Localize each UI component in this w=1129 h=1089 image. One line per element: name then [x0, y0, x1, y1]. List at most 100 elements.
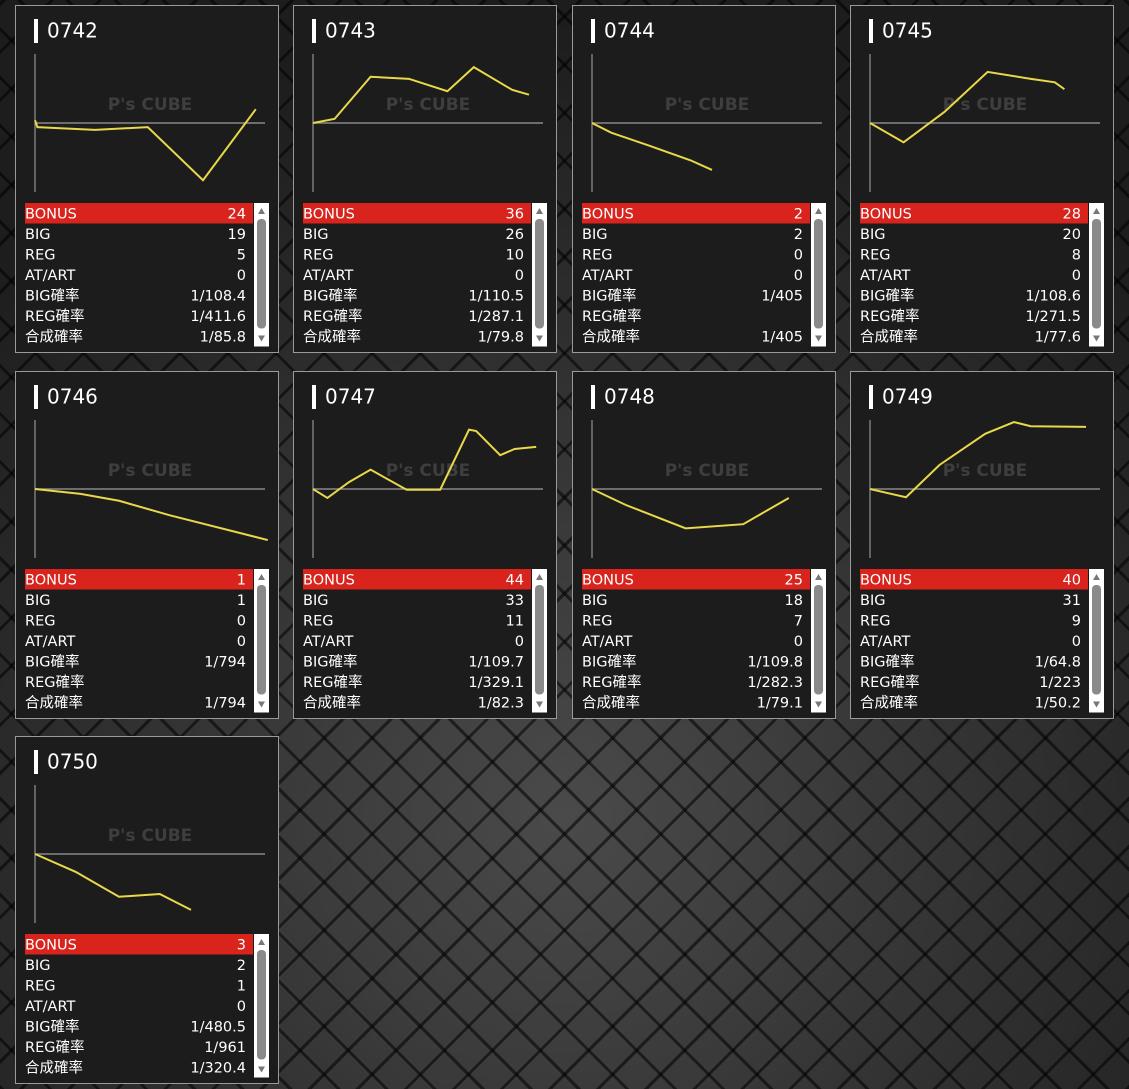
stat-value: 2 — [237, 958, 246, 974]
scroll-down[interactable] — [258, 1066, 265, 1073]
machine-card[interactable]: 0744 P's CUBE BONUS 2 BIG 2 REG 0 AT/ART 0 BIG確率 1/… — [572, 5, 836, 353]
title-bar — [34, 19, 38, 43]
coin-graph — [591, 488, 790, 530]
stat-value: 1 — [237, 593, 246, 609]
scroll-up[interactable] — [536, 208, 543, 214]
stat-value: 1/108.6 — [1025, 288, 1081, 304]
watermark: P's CUBE — [943, 95, 1028, 115]
scroll-down[interactable] — [815, 335, 822, 342]
stat-value: 7 — [794, 613, 803, 629]
stat-label: BIG確率 — [25, 287, 79, 304]
stat-label: BIG確率 — [860, 653, 914, 670]
machine-card[interactable]: 0748 P's CUBE BONUS 25 BIG 18 REG 7 AT/ART 0 BIG確率… — [572, 371, 836, 719]
stat-label: BIG — [303, 593, 328, 609]
stat-value: 1/282.3 — [747, 675, 803, 691]
scroll-up[interactable] — [536, 574, 543, 580]
title-bar — [869, 385, 873, 409]
machine-number: 0744 — [604, 19, 655, 43]
stat-label: 合成確率 — [25, 328, 83, 345]
stat-label: REG確率 — [303, 674, 362, 691]
stat-label: BONUS — [860, 206, 912, 222]
stat-label: REG — [25, 978, 55, 994]
stat-label: BIG — [25, 958, 50, 974]
stat-value: 5 — [237, 247, 246, 263]
stat-value: 1/85.8 — [200, 329, 246, 345]
scroll-down[interactable] — [815, 701, 822, 708]
scroll-up[interactable] — [815, 574, 822, 580]
stat-value: 0 — [515, 268, 524, 284]
machine-card[interactable]: 0746 P's CUBE BONUS 1 BIG 1 REG 0 AT/ART 0 BIG確率 1/… — [15, 371, 279, 719]
stat-value: 1/50.2 — [1035, 695, 1081, 711]
coin-graph — [34, 108, 257, 182]
stat-value: 0 — [515, 634, 524, 650]
machine-card[interactable]: 0750 P's CUBE BONUS 3 BIG 2 REG 1 AT/ART 0 BIG確率 1/… — [15, 736, 279, 1084]
watermark: P's CUBE — [386, 461, 471, 481]
stat-value: 0 — [1072, 634, 1081, 650]
stat-value: 1/794 — [204, 695, 246, 711]
stat-value: 10 — [506, 247, 524, 263]
scroll-thumb[interactable] — [257, 950, 266, 1060]
scroll-up[interactable] — [1093, 208, 1100, 214]
stat-value: 1/961 — [204, 1040, 246, 1056]
stat-label: BIG — [860, 227, 885, 243]
stat-label: 合成確率 — [582, 328, 640, 345]
watermark: P's CUBE — [386, 95, 471, 115]
scroll-up[interactable] — [258, 939, 265, 945]
stat-value: 1/271.5 — [1025, 309, 1081, 325]
stat-value: 1/794 — [204, 654, 246, 670]
scroll-up[interactable] — [1093, 574, 1100, 580]
stat-label: BIG — [582, 227, 607, 243]
stat-value: 25 — [785, 572, 803, 588]
scroll-down[interactable] — [536, 701, 543, 708]
scroll-down[interactable] — [258, 335, 265, 342]
scroll-thumb[interactable] — [814, 585, 823, 695]
stat-value: 1/109.8 — [747, 654, 803, 670]
bonus-row — [303, 569, 531, 590]
coin-graph — [869, 70, 1065, 144]
stat-label: AT/ART — [860, 634, 910, 650]
stat-label: 合成確率 — [582, 694, 640, 711]
stat-label: REG確率 — [582, 308, 641, 325]
machine-number: 0745 — [882, 19, 933, 43]
scroll-up[interactable] — [815, 208, 822, 214]
title-bar — [869, 19, 873, 43]
stat-label: 合成確率 — [303, 328, 361, 345]
scroll-down[interactable] — [1093, 335, 1100, 342]
scroll-thumb[interactable] — [1092, 585, 1101, 695]
stat-value: 0 — [794, 268, 803, 284]
scroll-thumb[interactable] — [257, 585, 266, 695]
scroll-down[interactable] — [1093, 701, 1100, 708]
stat-label: BIG — [860, 593, 885, 609]
stat-label: BIG確率 — [303, 287, 357, 304]
stat-label: BONUS — [582, 206, 634, 222]
scroll-up[interactable] — [258, 208, 265, 214]
bonus-row — [860, 569, 1088, 590]
machine-card[interactable]: 0743 P's CUBE BONUS 36 BIG 26 REG 10 AT/ART 0 BIG確… — [293, 5, 557, 353]
stat-value: 1 — [237, 572, 246, 588]
coin-graph — [34, 488, 269, 542]
machine-card[interactable]: 0749 P's CUBE BONUS 40 BIG 31 REG 9 AT/ART 0 BIG確率… — [850, 371, 1114, 719]
scroll-thumb[interactable] — [1092, 219, 1101, 329]
stat-value: 40 — [1063, 572, 1081, 588]
stat-label: BONUS — [25, 206, 77, 222]
scroll-thumb[interactable] — [535, 585, 544, 695]
machine-card[interactable]: 0747 P's CUBE BONUS 44 BIG 33 REG 11 AT/ART 0 BIG確… — [293, 371, 557, 719]
scroll-thumb[interactable] — [814, 219, 823, 329]
scroll-thumb[interactable] — [535, 219, 544, 329]
machine-card[interactable]: 0745 P's CUBE BONUS 28 BIG 20 REG 8 AT/ART 0 BIG確率… — [850, 5, 1114, 353]
machine-card[interactable]: 0742 P's CUBE BONUS 24 BIG 19 REG 5 AT/ART 0 BIG確率… — [15, 5, 279, 353]
stat-label: 合成確率 — [25, 1059, 83, 1076]
stat-value: 1/108.4 — [190, 288, 246, 304]
table-bg — [303, 569, 531, 713]
scroll-down[interactable] — [258, 701, 265, 708]
stat-value: 0 — [237, 999, 246, 1015]
stat-value: 1/110.5 — [468, 288, 524, 304]
scroll-down[interactable] — [536, 335, 543, 342]
machine-number: 0747 — [325, 385, 376, 409]
stat-label: REG確率 — [860, 674, 919, 691]
stat-value: 1/287.1 — [468, 309, 524, 325]
scroll-thumb[interactable] — [257, 219, 266, 329]
stat-label: 合成確率 — [860, 328, 918, 345]
stat-label: 合成確率 — [25, 694, 83, 711]
scroll-up[interactable] — [258, 574, 265, 580]
